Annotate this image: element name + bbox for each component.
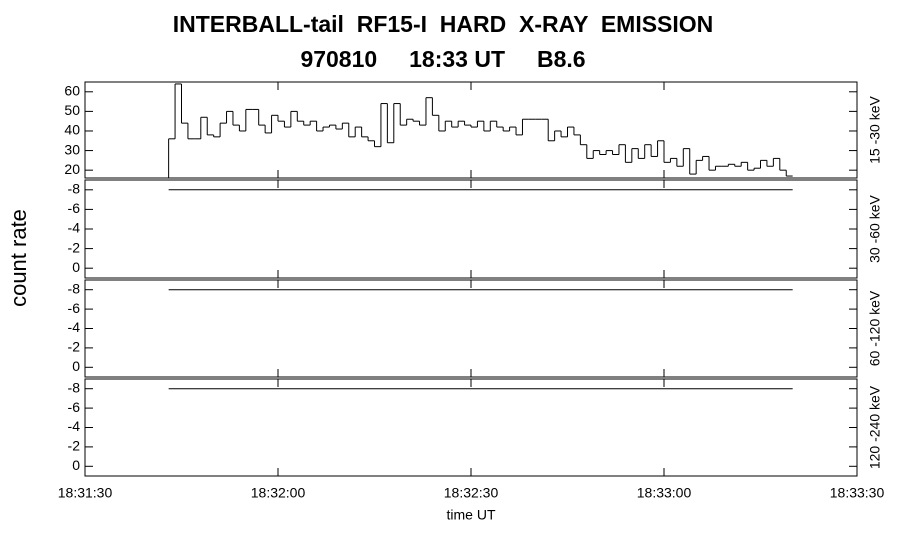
y-tick-label: -2 [68,438,81,454]
y-tick-label: 40 [64,122,80,138]
panel-frame [84,378,858,477]
y-tick-label: -6 [68,300,81,316]
x-tick-label: 18:32:00 [251,485,306,501]
x-tick-label: 18:31:30 [58,485,113,501]
chart-title: INTERBALL-tail RF15-I HARD X-RAY EMISSIO… [173,11,714,37]
y-tick-label: -4 [68,418,81,434]
y-tick-label: 0 [72,457,80,473]
panel-frame [84,179,858,279]
y-tick-label: -6 [68,399,81,415]
y-tick-label: 50 [64,102,80,118]
x-tick-label: 18:32:30 [444,485,499,501]
y-tick-label: -8 [68,379,81,395]
panel-y-label: 30 -60 keV [867,194,883,262]
y-tick-label: 0 [72,259,80,275]
x-axis-label: time UT [447,507,496,523]
y-tick-label: -4 [68,220,81,236]
y-tick-label: 20 [64,161,80,177]
y-tick-label: -4 [68,319,81,335]
y-tick-label: -8 [68,280,81,296]
y-tick-label: -2 [68,239,81,255]
y-tick-label: -8 [68,181,81,197]
y-tick-label: -2 [68,339,81,355]
panel-frame [84,279,858,378]
y-tick-label: 0 [72,358,80,374]
y-tick-label: -6 [68,200,81,216]
panel-y-label: 120 -240 keV [867,385,883,469]
x-tick-label: 18:33:00 [637,485,692,501]
y-axis-label: count rate [6,209,31,307]
panel-y-label: 60 -120 keV [867,290,883,366]
chart-subtitle: 970810 18:33 UT B8.6 [300,46,585,72]
y-tick-label: 30 [64,141,80,157]
x-tick-label: 18:33:30 [830,485,885,501]
panel-y-label: 15 -30 keV [867,95,883,163]
y-tick-label: 60 [64,82,80,98]
